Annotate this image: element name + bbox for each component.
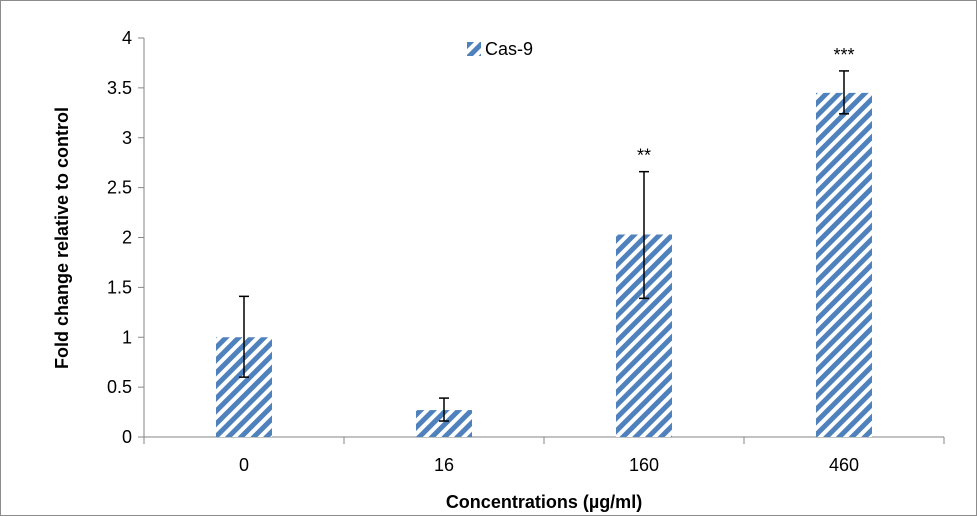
error-bars [239, 70, 849, 422]
y-tick-label: 1.5 [107, 277, 132, 297]
y-tick-label: 1 [122, 327, 132, 347]
y-tick-label: 0 [122, 427, 132, 447]
x-tick-label: 460 [829, 455, 859, 475]
bar [816, 92, 872, 438]
x-tick-label: 160 [629, 455, 659, 475]
axes [138, 37, 945, 444]
legend: Cas-9 [467, 39, 533, 59]
legend-swatch [467, 42, 481, 56]
x-axis-title: Concentrations (µg/ml) [446, 492, 642, 512]
x-tick-label: 0 [239, 455, 249, 475]
y-tick-label: 2.5 [107, 178, 132, 198]
y-axis-title: Fold change relative to control [52, 107, 72, 369]
x-tick-label: 16 [434, 455, 454, 475]
significance-label: ** [637, 146, 651, 166]
y-tick-label: 2 [122, 228, 132, 248]
y-tick-label: 3 [122, 128, 132, 148]
y-tick-label: 0.5 [107, 377, 132, 397]
y-tick-label: 3.5 [107, 78, 132, 98]
bars [216, 92, 872, 438]
y-tick-label: 4 [122, 28, 132, 48]
legend-label: Cas-9 [485, 39, 533, 59]
labels: 0 0.5 1 1.5 2 2.5 3 3.5 4 0 16 ** 160 *** 460 [107, 28, 859, 475]
significance-label: *** [833, 45, 854, 65]
